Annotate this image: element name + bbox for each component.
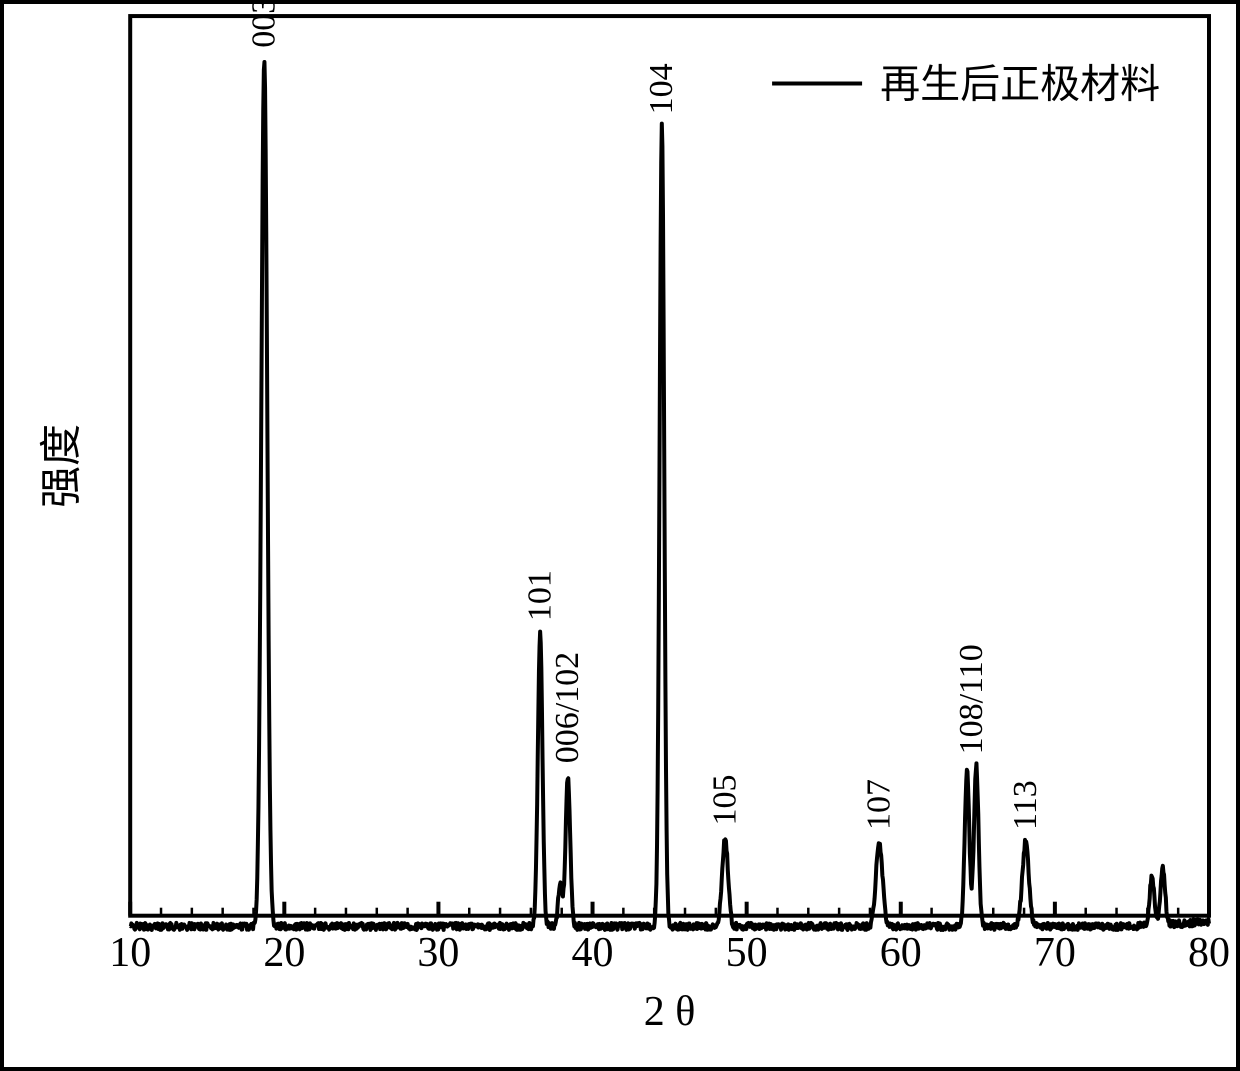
svg-text:113: 113 (1007, 780, 1044, 830)
svg-text:108/110: 108/110 (953, 644, 990, 754)
svg-text:105: 105 (706, 775, 743, 826)
svg-text:40: 40 (572, 930, 614, 976)
svg-text:006/102: 006/102 (549, 652, 586, 763)
svg-text:101: 101 (521, 570, 558, 621)
xrd-chart: 10 20 30 40 50 60 70 80 2 θ 强度 003 101 006/102 104 105… (0, 0, 1240, 1071)
svg-text:20: 20 (263, 930, 305, 976)
svg-text:80: 80 (1188, 930, 1230, 976)
svg-text:104: 104 (643, 63, 680, 114)
svg-text:107: 107 (860, 779, 897, 830)
svg-text:50: 50 (726, 930, 768, 976)
svg-text:30: 30 (417, 930, 459, 976)
svg-text:70: 70 (1034, 930, 1076, 976)
xrd-chart-svg: 10 20 30 40 50 60 70 80 2 θ 强度 003 101 006/102 104 105… (0, 0, 1240, 1071)
svg-text:2 θ: 2 θ (644, 989, 696, 1035)
svg-text:再生后正极材料: 再生后正极材料 (880, 62, 1160, 107)
svg-text:10: 10 (109, 930, 151, 976)
svg-text:60: 60 (880, 930, 922, 976)
svg-text:003: 003 (245, 0, 282, 48)
svg-text:强度: 强度 (40, 424, 86, 508)
